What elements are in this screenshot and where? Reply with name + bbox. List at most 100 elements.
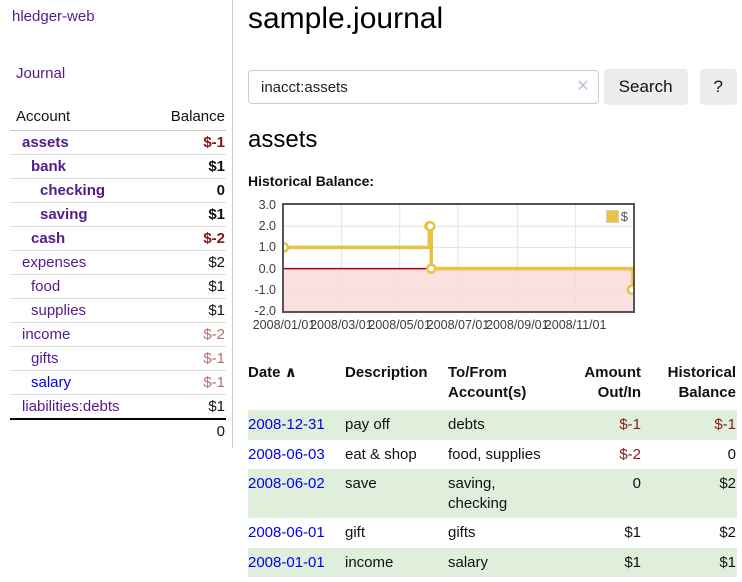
account-link[interactable]: bank — [31, 158, 67, 175]
transaction-balance: $1 — [642, 547, 737, 577]
transaction-accounts: saving, checking — [448, 469, 564, 518]
account-balance: $1 — [148, 274, 226, 299]
account-balance: $-2 — [148, 322, 226, 347]
clear-search-icon[interactable]: ✕ — [576, 78, 590, 95]
register-tbody: 2008-12-31 pay off debts $-1 $-1 2008-06-03 ea… — [248, 410, 737, 577]
register-row: 2008-06-01 gift gifts $1 $2 — [248, 518, 737, 548]
account-row: saving $1 — [10, 202, 226, 227]
account-row: expenses $2 — [10, 250, 226, 275]
journal-link[interactable]: Journal — [16, 65, 66, 82]
transaction-description: pay off — [345, 410, 448, 440]
transaction-balance: 0 — [727, 445, 736, 463]
chart-title: Historical Balance: — [248, 173, 375, 189]
brand-link[interactable]: hledger-web — [12, 8, 95, 25]
x-tick-label: 2008/03/01 — [310, 318, 373, 332]
transaction-amount: $-2 — [619, 445, 641, 463]
account-balance: $-2 — [148, 226, 226, 251]
transaction-date-link[interactable]: 2008-12-31 — [248, 416, 325, 433]
account-balance: $1 — [148, 154, 226, 179]
transaction-balance: $2 — [719, 524, 736, 541]
accounts-total-value: 0 — [148, 418, 226, 443]
y-tick-label: -1.0 — [254, 282, 276, 297]
account-link[interactable]: income — [22, 326, 71, 343]
account-row: assets $-1 — [10, 130, 226, 155]
account-row: liabilities:debts $1 — [10, 394, 226, 420]
transaction-balance: $2 — [642, 469, 737, 518]
account-row: bank $1 — [10, 154, 226, 179]
search-input[interactable] — [248, 70, 599, 104]
search-button[interactable]: Search — [603, 69, 688, 105]
accounts-total-row: 0 — [10, 418, 226, 443]
y-tick-label: -2.0 — [254, 304, 276, 318]
transaction-amount: 0 — [564, 469, 642, 518]
account-link[interactable]: gifts — [31, 350, 59, 367]
data-point-marker — [284, 242, 290, 253]
y-tick-label: 3.0 — [258, 198, 276, 212]
transaction-accounts: debts — [448, 410, 564, 440]
transaction-amount: $1 — [564, 547, 642, 577]
register-col-date[interactable]: Date ∧ — [248, 364, 297, 381]
accounts-tbody: assets $-1 bank $1 checking 0 saving $1 cash $-2 e… — [10, 130, 226, 443]
transaction-description: gift — [345, 524, 366, 541]
data-point-marker — [425, 263, 437, 274]
account-balance: 0 — [148, 178, 226, 203]
account-link[interactable]: assets — [22, 134, 69, 151]
transaction-balance: $-1 — [642, 410, 737, 440]
balance-chart-plot: $ — [282, 203, 635, 313]
y-tick-label: 2.0 — [258, 219, 276, 234]
y-tick-label: 0.0 — [258, 261, 276, 276]
transaction-date-link[interactable]: 2008-06-02 — [248, 475, 325, 492]
account-row: food $1 — [10, 274, 226, 299]
account-link[interactable]: food — [31, 278, 61, 295]
account-link[interactable]: cash — [31, 230, 66, 247]
x-tick-label: 2008/07/01 — [426, 318, 490, 332]
transaction-date-link[interactable]: 2008-06-03 — [248, 445, 325, 463]
search-input-wrap: ✕ — [248, 70, 599, 104]
account-link[interactable]: salary — [31, 374, 72, 391]
account-link[interactable]: expenses — [22, 254, 87, 271]
accounts-col-balance: Balance — [148, 105, 226, 131]
transaction-amount: $-1 — [564, 410, 642, 440]
account-balance: $1 — [148, 202, 226, 227]
transaction-date-link[interactable]: 2008-06-01 — [248, 524, 325, 541]
legend-swatch-icon — [605, 210, 619, 223]
legend-label: $ — [620, 209, 628, 224]
account-balance: $1 — [148, 394, 226, 420]
transaction-description: save — [345, 469, 448, 518]
account-link[interactable]: liabilities:debts — [22, 398, 120, 415]
data-point-marker — [626, 284, 633, 296]
balance-chart-canvas — [284, 205, 633, 311]
account-balance: $1 — [148, 298, 226, 323]
sort-asc-icon: ∧ — [284, 364, 297, 381]
account-balance: $-1 — [148, 346, 226, 371]
transaction-accounts: food, supplies — [448, 445, 541, 463]
account-link[interactable]: checking — [40, 182, 106, 199]
account-heading: assets — [248, 126, 318, 153]
help-button[interactable]: ? — [699, 69, 737, 105]
journal-nav: Journal — [16, 65, 226, 82]
y-tick-label: 1.0 — [258, 240, 276, 255]
register-table: Date ∧ Description To/From Account(s) Am… — [248, 361, 737, 577]
transaction-amount: $1 — [624, 524, 641, 541]
register-row: 2008-12-31 pay off debts $-1 $-1 — [248, 410, 737, 440]
register-col-balance: Historical Balance — [667, 364, 736, 401]
account-row: income $-2 — [10, 322, 226, 347]
account-link[interactable]: saving — [40, 206, 88, 223]
accounts-table: Account Balance assets $-1 bank $1 checking 0… — [10, 105, 226, 443]
register-col-amount: Amount Out/In — [584, 364, 641, 401]
account-row: checking 0 — [10, 178, 226, 203]
chart-legend: $ — [603, 208, 630, 225]
account-row: gifts $-1 — [10, 346, 226, 371]
register-col-description: Description — [345, 364, 428, 381]
account-row: cash $-2 — [10, 226, 226, 251]
sidebar: hledger-web Journal Account Balance asse… — [0, 0, 233, 448]
transaction-date-link[interactable]: 2008-01-01 — [248, 553, 325, 571]
account-link[interactable]: supplies — [31, 302, 87, 319]
account-balance: $-1 — [148, 370, 226, 395]
main-content: sample.journal ✕ Search ? assets Histori… — [248, 0, 737, 577]
transaction-accounts: salary — [448, 547, 564, 577]
transaction-description: income — [345, 547, 448, 577]
register-row: 2008-06-02 save saving, checking 0 $2 — [248, 469, 737, 518]
account-balance: $-1 — [148, 130, 226, 155]
x-tick-label: 2008/11/01 — [544, 318, 607, 332]
